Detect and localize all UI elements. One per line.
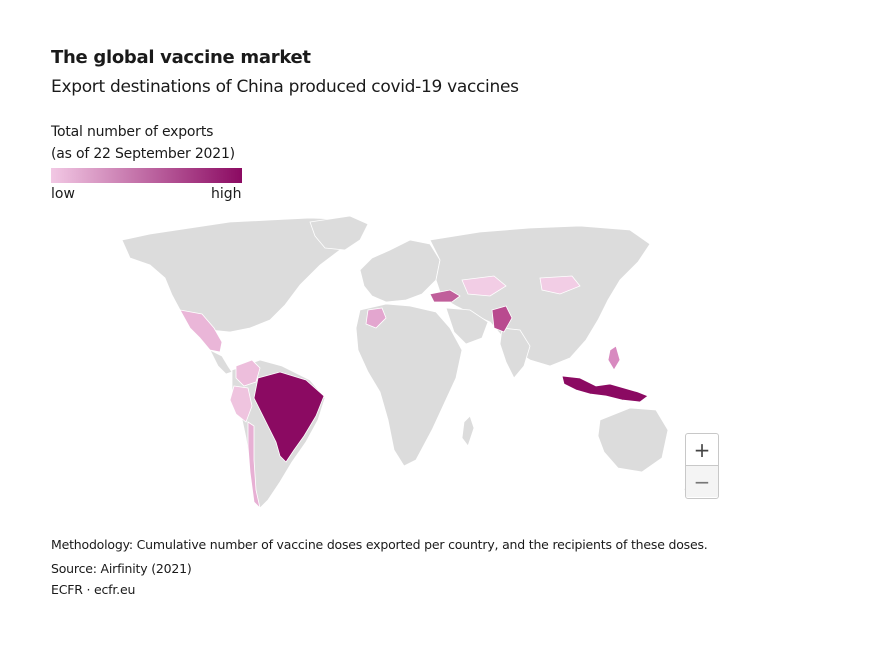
legend-title-line-2: (as of 22 September 2021) — [51, 146, 235, 162]
zoom-control: + − — [685, 433, 719, 499]
country-philippines[interactable] — [607, 345, 621, 371]
region-asia — [429, 225, 651, 367]
region-europe — [359, 239, 441, 303]
region-central-america — [209, 349, 233, 375]
base-land — [121, 215, 699, 509]
country-indonesia[interactable] — [561, 375, 649, 403]
country-colombia[interactable] — [235, 359, 261, 387]
credit-note: ECFR · ecfr.eu — [51, 582, 136, 597]
region-greenland — [309, 215, 369, 251]
source-note: Source: Airfinity (2021) — [51, 561, 192, 576]
region-north-america — [121, 217, 366, 333]
country-mongolia[interactable] — [539, 275, 581, 295]
chart-title: The global vaccine market — [51, 47, 311, 68]
highlighted-countries — [179, 275, 649, 510]
country-mexico[interactable] — [179, 309, 223, 353]
country-chile[interactable] — [247, 421, 261, 510]
region-india — [499, 327, 531, 379]
legend-title-line-1: Total number of exports — [51, 124, 214, 140]
country-turkey[interactable] — [429, 289, 461, 303]
world-map[interactable] — [110, 210, 710, 520]
legend-low-label: low — [51, 186, 75, 202]
zoom-in-button[interactable]: + — [693, 437, 711, 462]
country-pakistan[interactable] — [491, 305, 513, 333]
zoom-out-button[interactable]: − — [686, 465, 718, 497]
region-madagascar — [461, 415, 475, 447]
legend-color-scale — [51, 168, 242, 183]
country-brazil[interactable] — [253, 371, 325, 463]
region-middle-east — [445, 307, 489, 345]
region-africa — [355, 303, 463, 467]
country-peru[interactable] — [229, 385, 253, 423]
country-kazakhstan[interactable] — [461, 275, 507, 297]
country-morocco[interactable] — [365, 307, 387, 329]
chart-subtitle: Export destinations of China produced co… — [51, 77, 519, 97]
legend-title: Total number of exports (as of 22 Septem… — [51, 121, 235, 165]
legend-high-label: high — [211, 186, 242, 202]
region-australia — [597, 407, 669, 473]
methodology-note: Methodology: Cumulative number of vaccin… — [51, 537, 708, 552]
